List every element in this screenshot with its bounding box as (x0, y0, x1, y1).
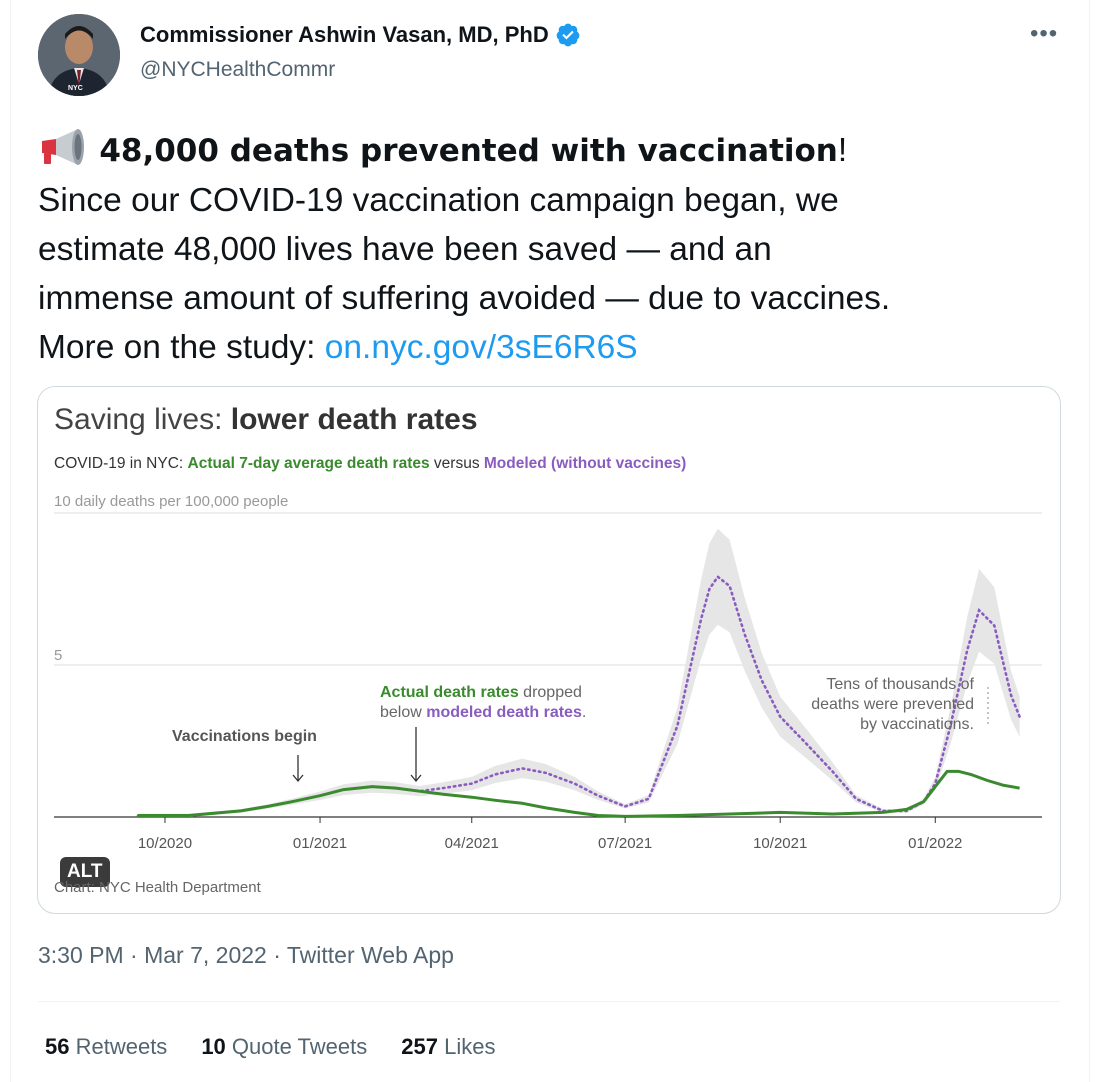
annotation-arrow-head (292, 774, 304, 783)
megaphone-icon (42, 129, 84, 165)
tweet-meta: 3:30 PM · Mar 7, 2022 · Twitter Web App (38, 942, 454, 968)
tweet-stats: 56 Retweets 10 Quote Tweets 257 Likes (45, 1034, 529, 1060)
actual-series-line (138, 769, 1020, 818)
chart-title: Saving lives: lower death rates (54, 403, 478, 436)
media-card[interactable]: Saving lives: lower death rates COVID-19… (37, 386, 1061, 914)
tweet-line: immense amount of suffering avoided — du… (38, 280, 891, 317)
tweet-line: More on the study: (38, 329, 325, 366)
author-name[interactable]: Commissioner Ashwin Vasan, MD, PhD (140, 22, 549, 47)
annotation-actual-dropped: Actual death rates dropped (380, 684, 582, 701)
likes-stat[interactable]: 257 Likes (401, 1034, 496, 1059)
alt-text-button[interactable]: ALT (60, 857, 110, 887)
verified-badge-icon (556, 23, 580, 47)
annotation-prevented-line3: by vaccinations. (860, 716, 974, 733)
tweet-text: 48,000 deaths prevented with vaccination… (38, 126, 1078, 372)
y-axis-label: 10 daily deaths per 100,000 people (54, 493, 288, 510)
avatar-photo: NYC (38, 14, 120, 96)
study-link[interactable]: on.nyc.gov/3sE6R6S (324, 329, 638, 366)
x-tick-label: 07/2021 (598, 835, 652, 852)
author-handle[interactable]: @NYCHealthCommr (140, 58, 336, 81)
chart-credit: Chart: NYC Health Department (54, 879, 261, 896)
tweet-time[interactable]: 3:30 PM (38, 942, 124, 968)
x-tick-label: 10/2021 (753, 835, 807, 852)
annotation-below-modeled: below modeled death rates. (380, 704, 586, 721)
annotation-vaccinations-begin: Vaccinations begin (172, 728, 317, 745)
death-rate-chart: 10/2020 01/2021 04/2021 07/2021 10/2021 01/20… (54, 493, 1042, 852)
annotation-prevented-line1: Tens of thousands of (826, 676, 974, 693)
tweet-line: Since our COVID-19 vaccination campaign … (38, 182, 839, 219)
retweets-stat[interactable]: 56 Retweets (45, 1034, 168, 1059)
svg-text:NYC: NYC (68, 85, 83, 92)
y-tick-label: 5 (54, 647, 62, 664)
chart-subtitle: COVID-19 in NYC: Actual 7-day average de… (54, 455, 687, 472)
x-tick-label: 01/2022 (908, 835, 962, 852)
divider (38, 1001, 1060, 1002)
tweet-line: estimate 48,000 lives have been saved — … (38, 231, 772, 268)
more-options-icon[interactable]: ••• (1030, 20, 1059, 47)
tweet-headline: 48,000 deaths prevented with vaccination (99, 133, 838, 169)
x-tick-label: 04/2021 (445, 835, 499, 852)
tweet-container (10, 0, 1090, 1082)
tweet-source[interactable]: Twitter Web App (286, 942, 454, 968)
tweet-date[interactable]: Mar 7, 2022 (144, 942, 267, 968)
avatar[interactable]: NYC (38, 14, 120, 96)
annotation-prevented-line2: deaths were prevented (811, 696, 974, 713)
modeled-uncertainty-band (138, 528, 1020, 817)
x-tick-label: 10/2020 (138, 835, 192, 852)
annotation-arrow-head (410, 774, 422, 783)
quote-tweets-stat[interactable]: 10 Quote Tweets (201, 1034, 368, 1059)
x-tick-label: 01/2021 (293, 835, 347, 852)
